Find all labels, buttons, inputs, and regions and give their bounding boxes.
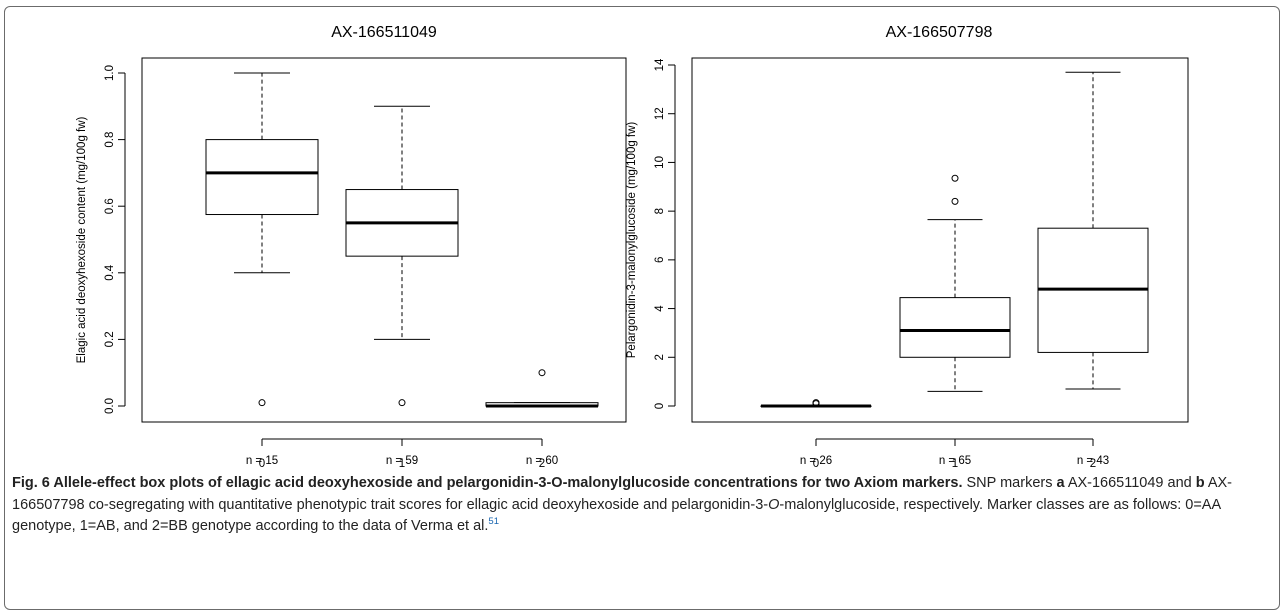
caption-text-4: -malonylglucoside, respectively. Marker … xyxy=(12,496,1221,535)
figure-caption: Fig. 6 Allele-effect box plots of ellagi… xyxy=(12,473,1274,538)
y-tick-label: 8 xyxy=(654,208,666,214)
caption-text-2: AX-166511049 and xyxy=(1067,475,1192,491)
chart-panel-a: AX-166511049 0.0 0.2 0.4 0.6 0.8 1.0 Elagic aci… xyxy=(76,24,627,470)
y-tick-label: 6 xyxy=(654,257,666,263)
y-tick-label: 10 xyxy=(654,156,666,169)
sample-count-label: n = 60 xyxy=(526,455,558,467)
caption-title: Fig. 6 Allele-effect box plots of ellagi… xyxy=(12,475,963,491)
x-tick-label: 1 xyxy=(399,458,405,470)
y-tick-label: 0.8 xyxy=(104,132,116,148)
chart-title: AX-166511049 xyxy=(331,24,437,41)
y-axis-label: Elagic acid deoxyhexoside content (mg/10… xyxy=(76,116,88,363)
y-tick-label: 0.0 xyxy=(104,398,116,414)
x-tick-label: 1 xyxy=(952,458,958,470)
box-group xyxy=(205,72,319,407)
outlier-point xyxy=(258,399,266,407)
box-group xyxy=(345,105,459,407)
caption-text-3: AX-166507798 co-segregating with quantit… xyxy=(12,475,1233,513)
sample-count-label: n = 59 xyxy=(386,455,418,467)
x-tick-label: 2 xyxy=(539,458,545,470)
outlier-point xyxy=(398,399,406,407)
caption-panel-b-label: b xyxy=(1195,475,1205,491)
box-iqr xyxy=(205,139,319,216)
sample-count-label: n = 43 xyxy=(1077,455,1109,467)
y-tick-label: 0.2 xyxy=(104,331,116,347)
y-tick-label: 1.0 xyxy=(104,65,116,81)
box-iqr xyxy=(899,297,1011,358)
x-tick-label: 2 xyxy=(1090,458,1096,470)
chart-panel-b: AX-16650779802468101214Pelargonidin-3-ma… xyxy=(626,24,1189,470)
outlier-point xyxy=(812,399,820,407)
box-group xyxy=(485,369,599,408)
box-group xyxy=(760,399,872,408)
sample-count-label: n = 15 xyxy=(246,455,278,467)
caption-panel-a-label: a xyxy=(1056,475,1065,491)
caption-italic-o: O xyxy=(768,496,780,513)
figure-plots: AX-166511049 0.0 0.2 0.4 0.6 0.8 1.0 Elagic aci… xyxy=(76,24,1189,470)
x-tick-label: 0 xyxy=(259,458,265,470)
y-axis-label: Pelargonidin-3-malonylglucoside (mg/100g… xyxy=(626,122,638,359)
sample-count-label: n = 26 xyxy=(800,455,832,467)
y-tick-label: 12 xyxy=(654,107,666,120)
plot-frame xyxy=(691,57,1189,423)
y-tick-label: 2 xyxy=(654,354,666,360)
plot-frame xyxy=(141,57,627,423)
y-tick-label: 4 xyxy=(654,305,666,312)
caption-reference-link[interactable]: 51 xyxy=(488,516,499,528)
caption-text-1: SNP markers xyxy=(966,475,1053,491)
x-tick-label: 0 xyxy=(813,458,819,470)
outlier-point xyxy=(538,369,546,377)
y-tick-label: 0.6 xyxy=(104,198,116,214)
y-tick-label: 0.4 xyxy=(104,264,116,281)
outlier-point xyxy=(951,197,959,205)
box-group xyxy=(1037,71,1149,390)
chart-title: AX-166507798 xyxy=(886,24,993,41)
y-tick-label: 0 xyxy=(654,403,666,409)
outlier-point xyxy=(951,174,959,182)
sample-count-label: n = 65 xyxy=(939,455,971,467)
box-group xyxy=(899,174,1011,392)
y-tick-label: 14 xyxy=(654,58,666,71)
